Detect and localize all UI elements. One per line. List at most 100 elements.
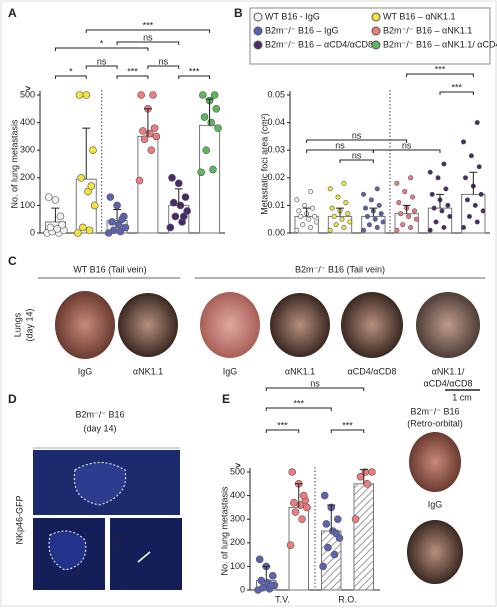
data-point — [308, 224, 314, 230]
significance-label: ns — [310, 378, 320, 388]
significance-label: *** — [435, 64, 446, 74]
condition-label: IgG — [78, 366, 93, 376]
significance-bracket — [265, 387, 365, 391]
panel-label: C — [8, 254, 17, 268]
y-tick-label: 0 — [30, 227, 35, 237]
data-point — [332, 529, 340, 538]
significance-bracket — [406, 73, 474, 77]
bar — [353, 483, 374, 591]
data-point — [306, 216, 312, 222]
data-point — [330, 550, 339, 559]
data-point — [302, 202, 308, 208]
significance-bracket — [265, 407, 332, 411]
error-bar — [82, 127, 91, 180]
data-point — [398, 211, 404, 217]
data-point — [269, 572, 277, 580]
data-point — [109, 226, 118, 235]
y-tick-label: 500 — [230, 466, 245, 476]
data-point — [82, 91, 91, 99]
data-point — [313, 219, 319, 225]
panel-label: B — [234, 6, 243, 20]
data-point — [85, 226, 94, 235]
data-point — [406, 213, 412, 219]
y-tick-label: 0.03 — [267, 145, 285, 155]
data-point — [396, 200, 402, 206]
condition-label: αCD4/αCD8 — [424, 378, 473, 388]
data-point — [114, 220, 123, 229]
error-bar — [205, 98, 214, 126]
error-bar — [262, 565, 271, 581]
panel-label: D — [8, 392, 17, 406]
data-point — [400, 222, 406, 228]
data-point — [140, 135, 149, 143]
data-point — [84, 187, 92, 196]
inset-label: Lung — [112, 535, 122, 555]
condition-label: αNK1.1/ — [432, 366, 465, 376]
micrograph — [110, 518, 182, 590]
data-point — [200, 113, 209, 121]
data-point — [320, 491, 329, 500]
panel-title: B2m⁻/⁻ B16 — [75, 409, 124, 419]
data-point — [298, 213, 304, 219]
data-point — [329, 205, 335, 211]
significance-label: ns — [352, 150, 362, 160]
significance-label: *** — [293, 398, 304, 408]
data-point — [90, 201, 99, 210]
data-point — [334, 515, 342, 524]
legend-entry: B2m⁻/⁻ B16 – αNK1.1 — [383, 25, 472, 35]
condition-label: αCD4/αCD8 — [348, 366, 397, 376]
data-point — [74, 229, 82, 237]
data-point — [345, 211, 351, 217]
data-point — [267, 581, 275, 590]
significance-bracket — [54, 75, 87, 79]
side-title: B2m⁻/⁻ B16 — [410, 406, 459, 416]
data-point — [339, 216, 345, 222]
legend-box — [249, 7, 491, 65]
legend-entry: WT B16 – αNK1.1 — [383, 11, 456, 21]
error-bar — [359, 469, 368, 484]
data-point — [197, 168, 205, 177]
significance-bracket — [339, 159, 374, 163]
data-point — [106, 193, 115, 201]
data-point — [343, 200, 349, 206]
scale-label: 1 cm — [452, 392, 472, 402]
error-bar — [113, 209, 122, 221]
significance-bracket — [85, 29, 211, 33]
y-tick-label: 400 — [230, 490, 245, 500]
significance-bracket — [306, 149, 374, 153]
data-point — [87, 182, 96, 190]
lung-photo — [416, 292, 480, 358]
data-point — [412, 208, 418, 214]
data-point — [363, 479, 371, 488]
data-point — [51, 196, 60, 204]
panel-title: (day 14) — [83, 423, 116, 433]
data-point — [366, 222, 372, 228]
data-point — [89, 146, 97, 154]
y-axis-label: Metastatic foci area (cm²) — [259, 113, 269, 215]
bar — [199, 124, 221, 234]
data-point — [308, 189, 314, 195]
data-point — [121, 223, 130, 232]
significance-bracket — [372, 149, 441, 153]
data-point — [427, 227, 433, 233]
data-point — [199, 91, 207, 99]
data-point — [319, 562, 327, 571]
data-point — [209, 165, 217, 174]
data-point — [46, 223, 55, 232]
significance-label: ns — [402, 140, 412, 150]
data-point — [402, 189, 408, 195]
data-point — [408, 175, 414, 181]
data-point — [150, 124, 159, 132]
data-point — [362, 205, 368, 211]
error-bar — [143, 108, 152, 137]
significance-label: * — [69, 66, 73, 76]
y-tick-label: 0.02 — [267, 172, 285, 182]
data-point — [466, 213, 472, 219]
data-point — [56, 212, 65, 221]
y-tick-label: 0.05 — [267, 89, 285, 99]
lung-photo — [270, 293, 330, 357]
data-point — [214, 124, 222, 132]
significance-bracket — [265, 429, 300, 433]
data-point — [480, 208, 486, 214]
data-point — [257, 576, 266, 585]
